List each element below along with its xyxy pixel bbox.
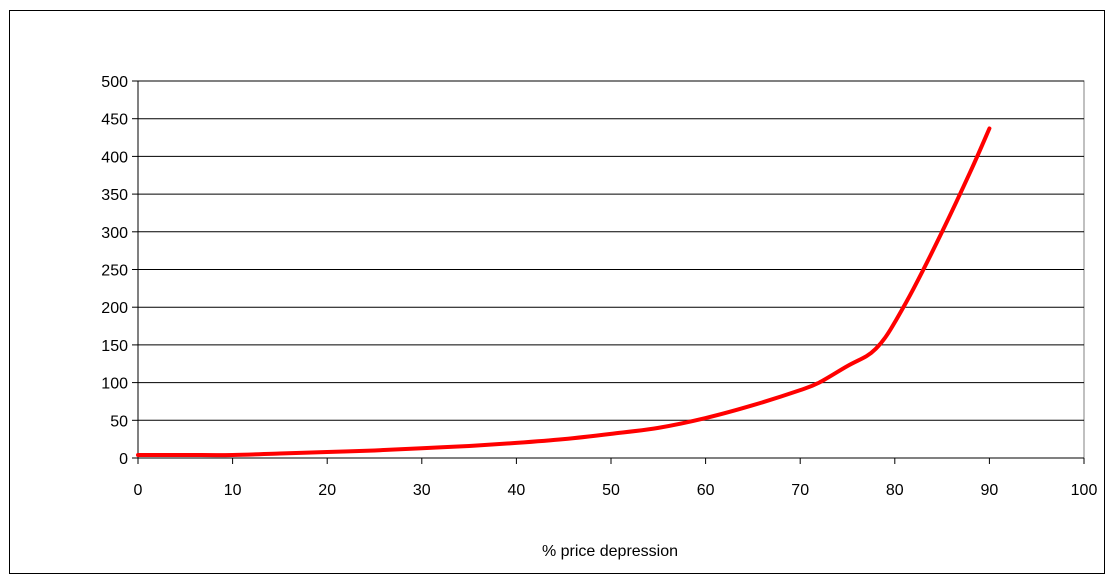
y-tick-label-250: 250 [101,263,128,280]
x-tick-label-70: 70 [791,482,809,499]
x-tick-label-40: 40 [508,482,526,499]
y-tick-label-200: 200 [101,300,128,317]
x-tick-label-50: 50 [602,482,620,499]
y-tick-label-150: 150 [101,338,128,355]
x-tick-label-90: 90 [981,482,999,499]
series-layer [136,126,992,458]
x-axis-title: % price depression [542,543,678,560]
y-tick-label-400: 400 [101,149,128,166]
y-tick-labels: 0 50 100 150 200 250 300 350 400 450 500 [101,74,128,468]
x-tick-label-100: 100 [1071,482,1098,499]
x-tick-label-30: 30 [413,482,431,499]
y-tick-label-100: 100 [101,376,128,393]
series-line-0 [136,126,992,458]
y-tick-label-450: 450 [101,112,128,129]
y-tick-label-350: 350 [101,187,128,204]
axes [132,80,1085,464]
x-tick-label-0: 0 [134,482,143,499]
gridlines [138,80,1084,421]
y-tick-label-50: 50 [110,413,128,430]
x-tick-labels: 0 10 20 30 40 50 60 70 80 90 100 [134,482,1098,499]
y-tick-label-0: 0 [119,451,128,468]
x-tick-label-80: 80 [886,482,904,499]
x-tick-label-20: 20 [318,482,336,499]
y-tick-label-300: 300 [101,225,128,242]
x-tick-label-10: 10 [224,482,242,499]
x-tick-label-60: 60 [697,482,715,499]
y-tick-label-500: 500 [101,74,128,91]
chart-frame [9,10,1105,574]
